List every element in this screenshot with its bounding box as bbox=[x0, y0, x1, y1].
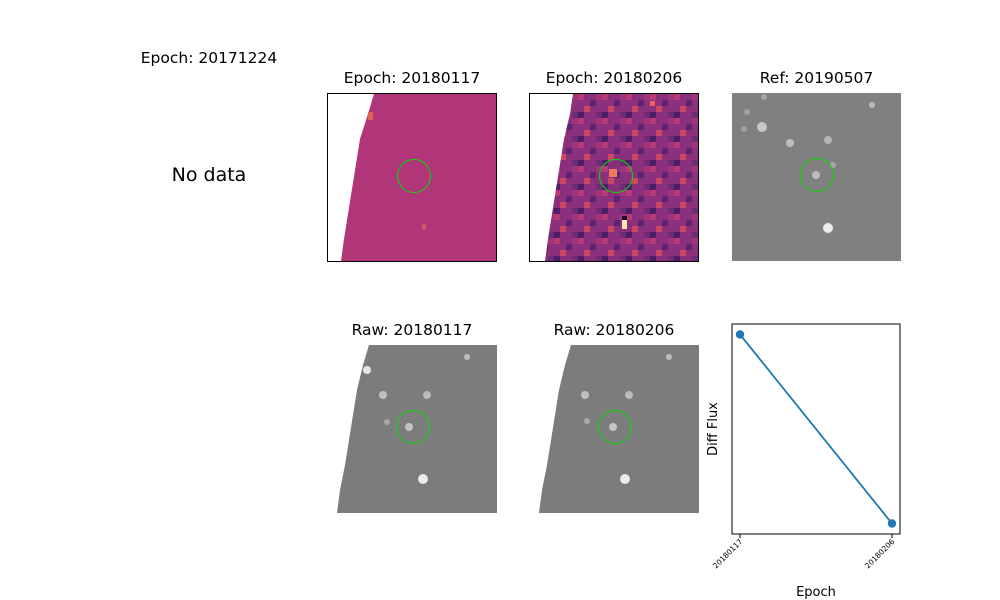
raw-image-panel-2 bbox=[529, 345, 699, 513]
target-marker-ring bbox=[396, 410, 430, 444]
raw-image-panel-1 bbox=[327, 345, 497, 513]
ref-panel-title: Ref: 20190507 bbox=[759, 69, 874, 87]
missing-epoch-title: Epoch: 20171224 bbox=[140, 49, 278, 67]
diff-image-panel-1 bbox=[327, 93, 497, 262]
diff-panel-2-title: Epoch: 20180206 bbox=[545, 69, 683, 87]
x-tick-label: 20180117 bbox=[711, 537, 745, 571]
raw-panel-1-title: Raw: 20180117 bbox=[351, 321, 473, 339]
raw-panel-2-title: Raw: 20180206 bbox=[553, 321, 675, 339]
diff-image-panel-2 bbox=[529, 93, 699, 262]
data-point bbox=[887, 519, 897, 528]
x-axis-label: Epoch bbox=[796, 585, 836, 600]
y-axis-label: Diff Flux bbox=[706, 402, 721, 456]
diff-flux-chart: 20180117 20180206 Diff Flux Epoch bbox=[706, 323, 901, 600]
series-line bbox=[739, 333, 893, 525]
data-point bbox=[735, 330, 745, 339]
target-marker-ring bbox=[800, 158, 834, 192]
target-marker-ring bbox=[397, 159, 431, 193]
target-marker-ring bbox=[599, 159, 633, 193]
no-data-label: No data bbox=[171, 164, 247, 186]
diff-panel-1-title: Epoch: 20180117 bbox=[343, 69, 481, 87]
target-marker-ring bbox=[598, 410, 632, 444]
x-tick-label: 20180206 bbox=[863, 537, 897, 571]
ref-image-panel bbox=[732, 93, 901, 261]
